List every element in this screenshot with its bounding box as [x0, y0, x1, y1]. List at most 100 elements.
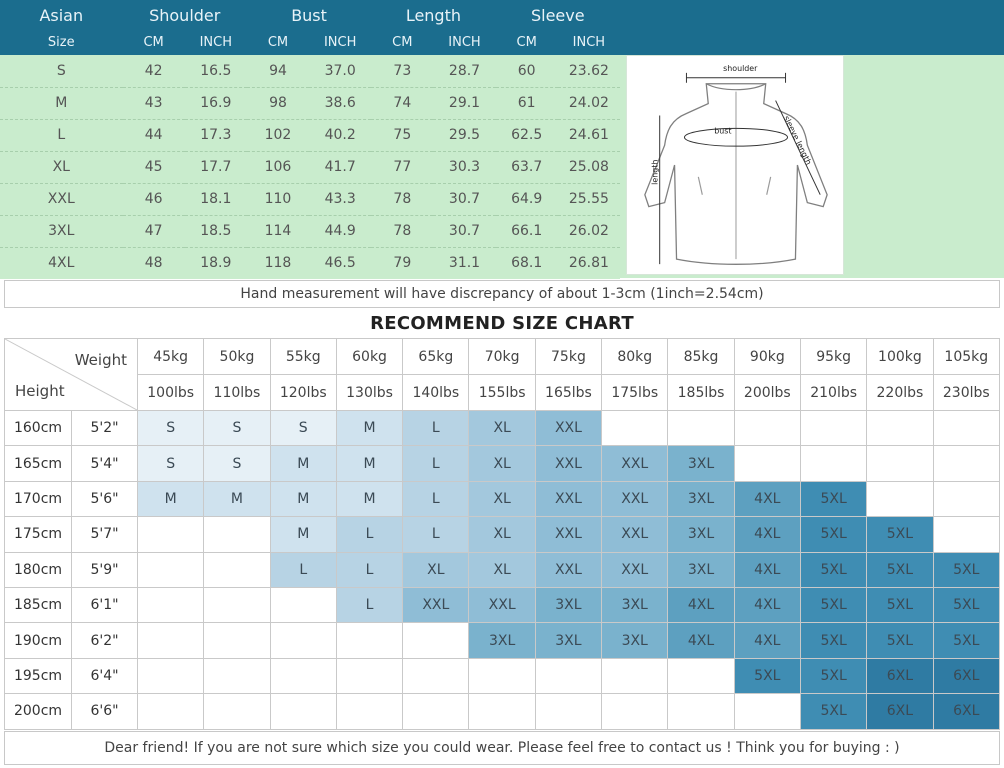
recommended-size: 5XL: [799, 622, 868, 659]
weight-kg-cell: 50kg: [203, 338, 271, 375]
size-value: 62.5: [495, 119, 558, 152]
recommended-size: 4XL: [733, 516, 801, 553]
empty-cell: [866, 445, 934, 482]
height-cm: 170cm: [4, 480, 72, 518]
weight-kg-cell: 80kg: [601, 338, 669, 375]
recommended-size: XL: [468, 480, 536, 518]
size-value: 18.1: [184, 183, 247, 216]
recommended-size: 4XL: [733, 551, 801, 588]
empty-cell: [136, 693, 205, 730]
unit-inch: INCH: [184, 30, 247, 55]
size-label: 4XL: [0, 247, 123, 279]
recommended-size: XXL: [601, 445, 669, 482]
weight-lbs-cell: 120lbs: [269, 374, 337, 411]
recommended-size: 3XL: [667, 480, 735, 518]
height-row: 170cm 5'6" M M M M L XL XXL XXL 3XL 4XL 5XL: [4, 480, 1001, 518]
size-value: 16.9: [184, 87, 247, 120]
recommended-size: M: [269, 516, 337, 553]
size-value: 26.02: [557, 215, 620, 248]
recommended-size: 4XL: [733, 480, 801, 518]
height-cm: 195cm: [4, 657, 72, 695]
empty-cell: [136, 551, 205, 588]
weight-kg-cell: 70kg: [468, 338, 536, 375]
unit-cm: CM: [371, 30, 434, 55]
height-cm: 190cm: [4, 622, 72, 659]
size-value: 77: [371, 151, 434, 184]
size-value: 38.6: [309, 87, 372, 120]
recommended-size: S: [136, 409, 205, 447]
recommended-size: 6XL: [866, 657, 934, 695]
recommended-size: S: [203, 445, 271, 482]
recommended-size: 5XL: [866, 586, 934, 624]
height-ft: 5'7": [71, 516, 138, 553]
size-value: 30.7: [433, 183, 496, 216]
size-value: 44: [122, 119, 185, 152]
recommended-size: M: [269, 445, 337, 482]
empty-cell: [733, 693, 801, 730]
size-value: 29.1: [433, 87, 496, 120]
height-label: Height: [15, 382, 65, 400]
empty-cell: [402, 622, 470, 659]
height-ft: 5'2": [71, 409, 138, 447]
empty-cell: [667, 409, 735, 447]
size-value: 46: [122, 183, 185, 216]
size-value: 43: [122, 87, 185, 120]
recommended-size: 5XL: [799, 516, 868, 553]
height-cm: 175cm: [4, 516, 72, 553]
recommended-size: 6XL: [932, 657, 1001, 695]
size-value: 24.02: [557, 87, 620, 120]
weight-lbs-cell: 130lbs: [335, 374, 404, 411]
height-cm: 160cm: [4, 409, 72, 447]
weight-kg-cell: 100kg: [866, 338, 934, 375]
empty-cell: [601, 409, 669, 447]
empty-cell: [269, 622, 337, 659]
diagram-length-label: length: [651, 160, 660, 185]
height-row: 195cm 6'4" 5XL 5XL 6XL 6XL: [4, 657, 1001, 695]
recommended-size: M: [136, 480, 205, 518]
size-label: XXL: [0, 183, 123, 216]
recommended-size: 3XL: [667, 445, 735, 482]
weight-lbs-cell: 110lbs: [203, 374, 271, 411]
recommended-size: 5XL: [799, 586, 868, 624]
recommended-size: L: [402, 516, 470, 553]
size-value: 17.3: [184, 119, 247, 152]
height-ft: 5'4": [71, 445, 138, 482]
height-row: 180cm 5'9" L L XL XL XXL XXL 3XL 4XL 5XL 5XL 5XL: [4, 551, 1001, 588]
footer-message: Dear friend! If you are not sure which s…: [4, 731, 1000, 765]
height-cm: 165cm: [4, 445, 72, 482]
recommended-size: XXL: [468, 586, 536, 624]
height-ft: 6'6": [71, 693, 138, 730]
empty-cell: [269, 693, 337, 730]
size-value: 73: [371, 55, 434, 88]
recommended-size: 5XL: [733, 657, 801, 695]
recommended-size: 3XL: [667, 551, 735, 588]
diagram-shoulder-label: shoulder: [723, 64, 758, 73]
header-shoulder: Shoulder: [122, 0, 247, 30]
size-table-unit-row: Size CM INCH CM INCH CM INCH CM INCH: [0, 30, 620, 55]
recommended-size: XL: [402, 551, 470, 588]
size-value: 17.7: [184, 151, 247, 184]
empty-cell: [534, 657, 603, 695]
weight-kg-cell: 65kg: [402, 338, 470, 375]
weight-kg-cell: 45kg: [136, 338, 205, 375]
weight-lbs-cell: 220lbs: [866, 374, 934, 411]
recommended-size: XXL: [534, 551, 603, 588]
recommended-size: M: [335, 409, 404, 447]
size-row: 3XL 47 18.5 114 44.9 78 30.7 66.1 26.02: [0, 215, 620, 248]
recommended-size: 5XL: [866, 551, 934, 588]
weight-kg-cell: 60kg: [335, 338, 404, 375]
weight-label: Weight: [74, 351, 127, 369]
size-value: 63.7: [495, 151, 558, 184]
height-row: 160cm 5'2" S S S M L XL XXL: [4, 409, 1001, 447]
height-row: 190cm 6'2" 3XL 3XL 3XL 4XL 4XL 5XL 5XL 5XL: [4, 622, 1001, 659]
empty-cell: [866, 480, 934, 518]
weight-lbs-row: 100lbs 110lbs 120lbs 130lbs 140lbs 155lbs 165l…: [5, 374, 1001, 411]
weight-kg-cell: 55kg: [269, 338, 337, 375]
size-table-header-row: Asian Shoulder Bust Length Sleeve: [0, 0, 620, 30]
empty-cell: [667, 657, 735, 695]
recommended-size: XXL: [601, 480, 669, 518]
empty-cell: [402, 657, 470, 695]
empty-cell: [269, 586, 337, 624]
empty-cell: [667, 693, 735, 730]
empty-cell: [402, 693, 470, 730]
